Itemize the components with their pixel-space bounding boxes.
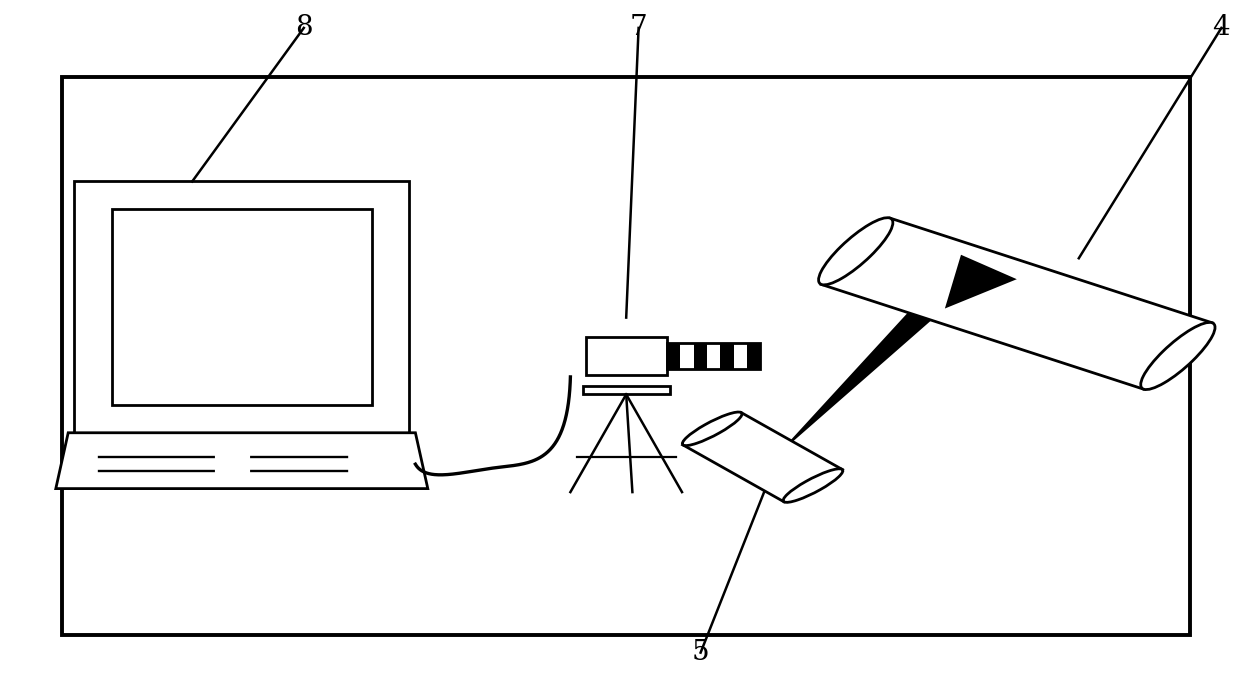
Bar	[681, 343, 693, 369]
Text: 8: 8	[295, 15, 312, 41]
Ellipse shape	[682, 412, 742, 445]
Bar	[74, 181, 409, 433]
Bar	[667, 343, 681, 369]
Bar	[667, 343, 760, 369]
Bar	[587, 337, 667, 376]
Polygon shape	[822, 218, 1211, 389]
Text: 4: 4	[1213, 15, 1230, 41]
Bar	[746, 343, 760, 369]
Bar	[62, 77, 1190, 635]
Polygon shape	[56, 433, 428, 489]
Polygon shape	[945, 255, 1017, 309]
Bar	[707, 343, 720, 369]
Polygon shape	[683, 413, 842, 502]
Polygon shape	[775, 255, 961, 457]
Bar	[693, 343, 707, 369]
Bar	[583, 386, 670, 394]
Text: 5: 5	[692, 639, 709, 666]
Bar	[112, 209, 372, 405]
Bar	[720, 343, 734, 369]
Ellipse shape	[784, 469, 843, 503]
Ellipse shape	[818, 218, 893, 285]
Text: 7: 7	[630, 15, 647, 41]
Ellipse shape	[1141, 322, 1215, 389]
Bar	[734, 343, 746, 369]
